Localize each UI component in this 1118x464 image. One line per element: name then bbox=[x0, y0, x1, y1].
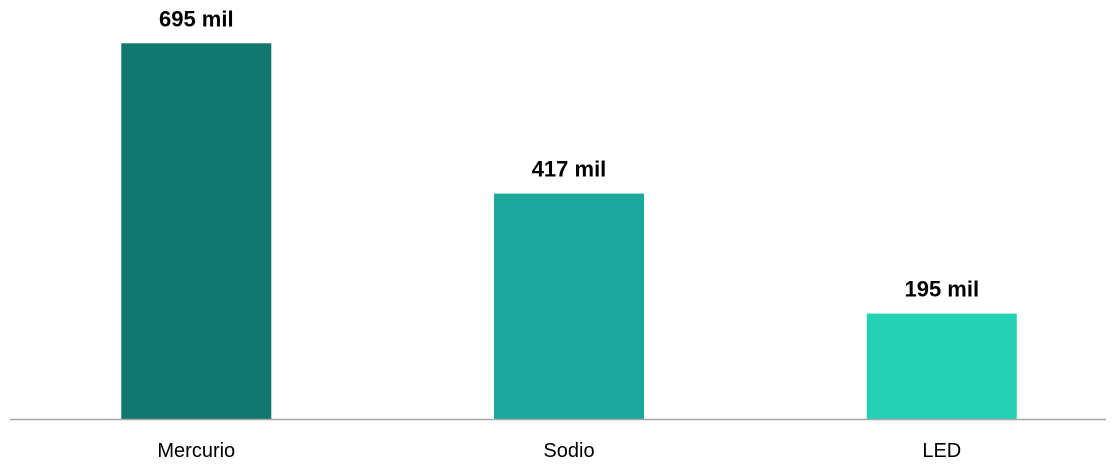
x-tick-label-sodio: Sodio bbox=[543, 440, 594, 462]
data-label-led: 195 mil bbox=[904, 277, 979, 302]
data-label-mercurio: 695 mil bbox=[159, 6, 234, 31]
bar-sodio bbox=[494, 193, 644, 419]
data-labels-layer: 695 mil 417 mil 195 mil bbox=[159, 6, 979, 301]
tick-labels-layer: Mercurio Sodio LED bbox=[157, 440, 961, 462]
x-tick-label-mercurio: Mercurio bbox=[157, 440, 235, 462]
bar-mercurio bbox=[121, 43, 272, 420]
bar-led bbox=[866, 313, 1017, 419]
data-label-sodio: 417 mil bbox=[532, 157, 607, 182]
x-tick-label-led: LED bbox=[922, 440, 961, 462]
bars-layer bbox=[121, 43, 1017, 420]
